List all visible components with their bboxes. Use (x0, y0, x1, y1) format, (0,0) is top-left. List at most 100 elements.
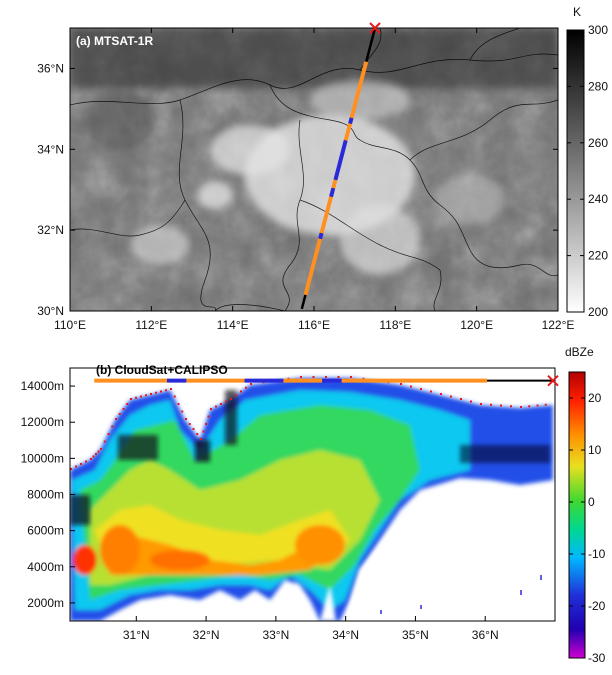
track-segment (331, 179, 338, 189)
cloud-top-dot (200, 438, 202, 440)
cloud-top-dot (111, 425, 114, 428)
cloud-top-dot (115, 418, 117, 420)
cloud-top-markers (70, 376, 547, 470)
cloud-top-dot (103, 440, 106, 443)
cloud-top-dot (181, 410, 184, 413)
track-segment (329, 187, 336, 198)
colorbar-tick-label: 280 (588, 79, 608, 93)
panel-a-title: (a) MTSAT-1R (76, 34, 153, 48)
cloud-top-dot (95, 453, 97, 455)
cloud-top-dot (510, 405, 512, 408)
cloud-top-dot (480, 403, 482, 405)
y-tick-label-b: 12000m (21, 415, 64, 429)
cloud-top-dot (145, 394, 147, 397)
cloud-top-dot (205, 423, 207, 425)
x-tick-label-b: 33°N (262, 628, 289, 642)
cloud-top-dot (520, 406, 522, 408)
colorbar-a: K 200 220 240 260 280 300 (566, 5, 608, 319)
y-tick-label-b: 10000m (21, 451, 64, 465)
cloud-top-dot (250, 383, 252, 385)
x-tick-label-a: 120°E (460, 318, 493, 332)
cloud-top-dot (135, 396, 137, 399)
panel-a: (a) MTSAT-1R 110°E 112°E 114°E 116°E 118°E 12… (37, 5, 608, 332)
y-tick-label-b: 14000m (21, 379, 64, 393)
cloud-top-dot (400, 383, 402, 385)
x-tick-label-a: 112°E (135, 318, 167, 332)
cloud-top-dot (312, 376, 315, 378)
x-tick-label-a: 116°E (298, 318, 330, 332)
cloud-top-dot (192, 428, 195, 430)
cloud-top-dot (470, 400, 472, 403)
track-segment (318, 232, 324, 240)
y-tick-label-a: 30°N (37, 304, 64, 318)
x-tick-label-b: 35°N (402, 628, 429, 642)
cloud-top-dot (165, 389, 167, 392)
cloud-top-dot (118, 413, 121, 415)
cloud-top-dot (155, 391, 157, 394)
x-marker-b (547, 374, 559, 387)
cloud-top-dot (107, 433, 110, 435)
y-tick-label-a: 36°N (37, 61, 64, 75)
track-end-marker (369, 22, 381, 34)
x-tick-label-b: 34°N (332, 628, 359, 642)
cloud-top-dot (245, 386, 247, 389)
cloud-top-dot (130, 398, 132, 400)
colorbar-b: dBZe 20 10 0 -10 -20 -30 (565, 345, 606, 665)
track-segment (319, 196, 334, 234)
colorbar-b-unit: dBZe (565, 345, 594, 359)
y-tick-label-b: 4000m (27, 560, 64, 574)
panel-b: (b) CloudSat+CALIPSO 31°N 32°N 33°N 34°N 35°… (21, 345, 606, 665)
cloud-top-dot (220, 403, 222, 405)
cloud-top-dot (500, 404, 502, 407)
x-tick-label-b: 31°N (123, 628, 150, 642)
cloud-top-dot (420, 388, 422, 390)
track-segment (333, 139, 348, 181)
y-tick-label-b: 2000m (27, 596, 64, 610)
colorbar-b-tick-label: 10 (588, 443, 602, 457)
cloud-top-dot (85, 460, 87, 463)
cloud-top-dot (528, 405, 531, 408)
track-segment (348, 117, 354, 125)
colorbar-tick-label: 240 (588, 192, 608, 206)
track-segment (303, 238, 323, 296)
cloud-top-dot (230, 398, 232, 400)
axes-b: 31°N 32°N 33°N 34°N 35°N 36°N 2000m 4000m 6000m 8… (21, 379, 499, 642)
cloud-top-dot (337, 376, 340, 378)
cloud-top-dot (440, 393, 442, 395)
cloud-top-dot (97, 450, 100, 453)
panel-b-title: (b) CloudSat+CALIPSO (96, 363, 228, 377)
cloud-top-dot (225, 400, 227, 403)
cloud-top-dot (185, 418, 187, 420)
axes-a: 110°E 112°E 114°E 116°E 118°E 120°E 122°E 30°N 3… (37, 28, 574, 332)
cloud-top-dot (188, 423, 191, 425)
cloud-top-dot (215, 405, 217, 408)
cloud-top-dot (92, 455, 95, 458)
y-tick-label-a: 34°N (37, 142, 64, 156)
cloud-top-dot (177, 403, 180, 405)
colorbar-tick-label: 220 (588, 249, 608, 263)
cloud-top-dot (235, 394, 237, 397)
track-segment (343, 123, 353, 141)
cloud-top-dot (70, 468, 72, 470)
cloud-top-dot (90, 458, 92, 460)
x-tick-label-a: 114°E (217, 318, 249, 332)
y-tick-label-b: 6000m (27, 524, 64, 538)
cloud-top-dot (126, 403, 129, 405)
cloud-top-dot (536, 404, 539, 407)
cloud-top-dot (140, 395, 142, 398)
y-tick-label-b: 8000m (27, 488, 64, 502)
cloud-top-dot (325, 376, 327, 378)
cloud-top-dot (173, 395, 176, 398)
cloud-top-dot (544, 403, 547, 406)
colorbar-b-tick-label: 20 (588, 391, 602, 405)
colorbar-b-tick-label: -30 (588, 651, 606, 665)
cloud-top-dot (122, 408, 125, 410)
x-tick-label-a: 110°E (54, 318, 86, 332)
track-segment (349, 61, 369, 119)
x-tick-label-b: 32°N (193, 628, 220, 642)
colorbar-b-tick-label: -20 (588, 599, 606, 613)
cloud-top-dot (150, 393, 152, 395)
cloud-top-dot (160, 390, 162, 393)
cloud-top-dot (210, 408, 212, 410)
